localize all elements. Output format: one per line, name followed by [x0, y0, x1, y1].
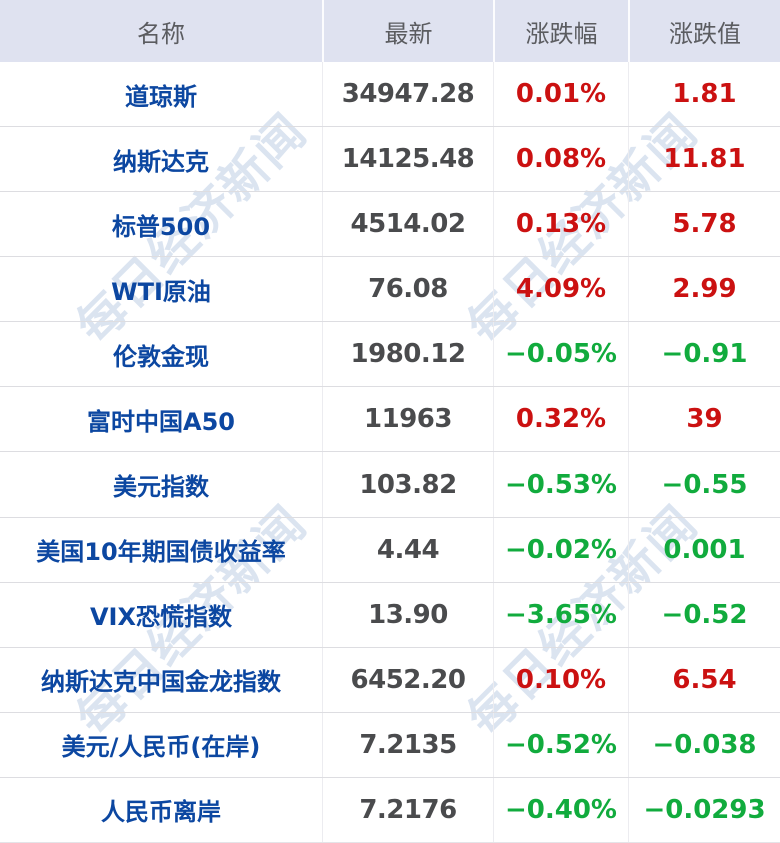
table-row: 伦敦金现 1980.12 −0.05% −0.91 — [0, 321, 780, 387]
column-header-change-percent: 涨跌幅 — [493, 0, 628, 62]
table-row: 美国10年期国债收益率 4.44 −0.02% 0.001 — [0, 516, 780, 582]
change-percent: −0.02% — [493, 517, 628, 582]
index-name: WTI原油 — [111, 277, 211, 306]
change-percent: 0.32% — [493, 387, 628, 452]
latest-value: 6452.20 — [322, 647, 493, 712]
change-value: 1.81 — [628, 62, 780, 127]
table-row: VIX恐慌指数 13.90 −3.65% −0.52 — [0, 581, 780, 647]
change-value: −0.52 — [628, 582, 780, 647]
index-name: 美国10年期国债收益率 — [36, 538, 286, 567]
index-name: 道琼斯 — [125, 82, 197, 111]
index-name: 纳斯达克中国金龙指数 — [41, 668, 281, 697]
table-row: 纳斯达克中国金龙指数 6452.20 0.10% 6.54 — [0, 646, 780, 712]
table-row: 纳斯达克 14125.48 0.08% 11.81 — [0, 126, 780, 192]
index-name: 富时中国A50 — [87, 407, 235, 436]
latest-value: 4.44 — [322, 517, 493, 582]
latest-value: 34947.28 — [322, 62, 493, 127]
table-row: 道琼斯 34947.28 0.01% 1.81 — [0, 62, 780, 127]
latest-value: 13.90 — [322, 582, 493, 647]
column-header-name: 名称 — [137, 19, 185, 48]
index-name: 美元指数 — [113, 473, 209, 501]
index-name: 伦敦金现 — [113, 342, 209, 371]
change-percent: 4.09% — [493, 257, 628, 322]
index-name: 纳斯达克 — [113, 147, 209, 176]
change-percent: −0.53% — [493, 452, 628, 517]
column-header-change-value: 涨跌值 — [628, 0, 780, 62]
table-row: 美元指数 103.82 −0.53% −0.55 — [0, 451, 780, 517]
change-percent: 0.10% — [493, 647, 628, 712]
index-name: 标普500 — [111, 212, 211, 241]
latest-value: 76.08 — [322, 257, 493, 322]
table-header-row: 名称 最新 涨跌幅 涨跌值 — [0, 0, 780, 62]
change-value: −0.0293 — [628, 777, 780, 842]
change-percent: 0.01% — [493, 62, 628, 127]
change-percent: 0.13% — [493, 192, 628, 257]
table-body: 道琼斯 34947.28 0.01% 1.81 纳斯达克 14125.48 0.08% 11.… — [0, 62, 780, 843]
change-percent: −0.52% — [493, 712, 628, 777]
table-row: 人民币离岸 7.2176 −0.40% −0.0293 — [0, 776, 780, 842]
index-name: 美元/人民币(在岸) — [61, 733, 261, 762]
table-row: 标普500 4514.02 0.13% 5.78 — [0, 191, 780, 257]
change-value: −0.038 — [628, 712, 780, 777]
index-name: VIX恐慌指数 — [89, 603, 232, 632]
column-header-latest: 最新 — [322, 0, 493, 62]
table-row: 富时中国A50 11963 0.32% 39 — [0, 386, 780, 452]
change-value: −0.91 — [628, 322, 780, 387]
change-percent: −3.65% — [493, 582, 628, 647]
change-value: 11.81 — [628, 127, 780, 192]
latest-value: 11963 — [322, 387, 493, 452]
change-value: 2.99 — [628, 257, 780, 322]
change-value: 5.78 — [628, 192, 780, 257]
change-value: −0.55 — [628, 452, 780, 517]
index-name: 人民币离岸 — [101, 798, 221, 827]
change-percent: 0.08% — [493, 127, 628, 192]
change-percent: −0.05% — [493, 322, 628, 387]
table-row: 美元/人民币(在岸) 7.2135 −0.52% −0.038 — [0, 711, 780, 777]
latest-value: 7.2135 — [322, 712, 493, 777]
latest-value: 7.2176 — [322, 777, 493, 842]
change-value: 6.54 — [628, 647, 780, 712]
change-value: 0.001 — [628, 517, 780, 582]
latest-value: 1980.12 — [322, 322, 493, 387]
latest-value: 4514.02 — [322, 192, 493, 257]
latest-value: 14125.48 — [322, 127, 493, 192]
table-row: WTI原油 76.08 4.09% 2.99 — [0, 256, 780, 322]
change-value: 39 — [628, 387, 780, 452]
latest-value: 103.82 — [322, 452, 493, 517]
change-percent: −0.40% — [493, 777, 628, 842]
